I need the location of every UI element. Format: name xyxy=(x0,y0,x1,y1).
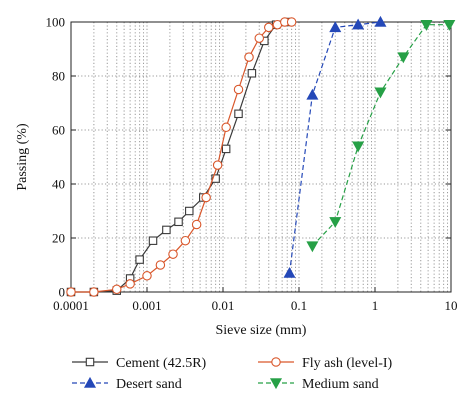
y-tick-label: 0 xyxy=(59,285,66,300)
x-tick-label: 10 xyxy=(445,298,458,313)
y-tick-label: 80 xyxy=(52,69,65,84)
legend-item: Desert sand xyxy=(72,376,182,392)
data-point xyxy=(254,33,265,43)
series-layer xyxy=(66,15,456,297)
data-point xyxy=(247,69,257,78)
data-point xyxy=(352,141,365,153)
legend-marker xyxy=(271,357,281,367)
legend-marker xyxy=(269,378,283,390)
data-point xyxy=(374,15,387,27)
x-tick-label: 0.0001 xyxy=(53,298,89,313)
data-point xyxy=(443,19,456,31)
data-point xyxy=(148,236,158,245)
x-tick-label: 1 xyxy=(372,298,379,313)
data-point xyxy=(221,122,231,133)
y-tick-label: 100 xyxy=(46,15,66,30)
grid xyxy=(71,22,451,292)
data-point xyxy=(191,219,202,230)
data-point xyxy=(135,255,144,264)
data-point xyxy=(306,241,319,253)
data-point xyxy=(174,217,183,227)
data-point xyxy=(201,192,211,203)
y-axis-label: Passing (%) xyxy=(15,123,30,191)
data-point xyxy=(244,52,254,62)
data-point xyxy=(264,22,274,33)
plot-frame xyxy=(70,21,452,293)
data-point xyxy=(211,174,220,183)
data-point xyxy=(329,217,342,228)
data-point xyxy=(221,144,231,154)
legend-item: Cement (42.5R) xyxy=(72,356,207,371)
data-point xyxy=(168,249,178,259)
legend-marker xyxy=(83,376,97,388)
y-tick-label: 40 xyxy=(52,177,65,192)
data-point xyxy=(286,17,297,27)
series-1 xyxy=(66,17,297,297)
data-point xyxy=(233,84,244,95)
data-point xyxy=(89,287,99,297)
legend: Cement (42.5R) Fly ash (level-I) Desert sa… xyxy=(72,356,393,392)
data-point xyxy=(180,235,191,246)
x-axis-label: Sieve size (mm) xyxy=(216,323,307,338)
legend-label: Desert sand xyxy=(116,377,182,392)
series-3 xyxy=(306,19,456,253)
legend-label: Fly ash (level-I) xyxy=(302,356,393,371)
data-point xyxy=(352,18,365,30)
data-point xyxy=(66,287,76,297)
legend-item: Fly ash (level-I) xyxy=(258,356,393,371)
x-tick-label: 0.001 xyxy=(132,298,161,313)
x-tick-label: 0.1 xyxy=(291,298,307,313)
data-point xyxy=(234,109,243,119)
x-tick-label: 0.01 xyxy=(212,298,235,313)
data-point xyxy=(283,266,296,278)
data-point xyxy=(155,260,166,270)
legend-label: Cement (42.5R) xyxy=(116,356,207,371)
data-point xyxy=(306,88,319,100)
data-point xyxy=(125,279,135,289)
data-point xyxy=(162,225,171,235)
data-point xyxy=(185,206,194,216)
y-tick-label: 60 xyxy=(52,123,65,138)
data-point xyxy=(212,160,223,170)
legend-label: Medium sand xyxy=(302,377,379,392)
data-point xyxy=(329,21,342,33)
data-point xyxy=(112,284,122,295)
legend-marker xyxy=(85,357,95,367)
series-2 xyxy=(283,15,387,278)
data-point xyxy=(374,87,387,99)
data-point xyxy=(397,52,410,64)
data-point xyxy=(420,19,433,31)
data-point xyxy=(142,271,152,281)
y-tick-label: 20 xyxy=(52,231,65,246)
legend-item: Medium sand xyxy=(258,377,379,392)
